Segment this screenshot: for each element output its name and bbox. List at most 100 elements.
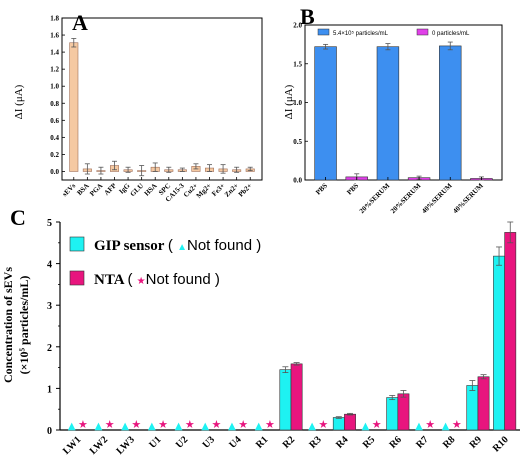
panel-c-y-axis-label-line2: (×10⁵ particles/mL)	[17, 276, 31, 375]
panel-b-x-tick-label: PBS	[345, 182, 360, 197]
panel-c-not-found-triangle: ▲	[121, 421, 129, 432]
panel-b-bar	[439, 45, 462, 181]
panel-c-bar	[290, 363, 303, 431]
panel-c-not-found-triangle: ▲	[362, 421, 370, 432]
panel-a-x-tick-label: Pb2+	[237, 182, 254, 199]
panel-c-x-tick-label: R3	[307, 434, 323, 450]
panel-b-x-tick-label: 40%SERUM	[451, 181, 485, 215]
panel-c-not-found-triangle: ▲	[442, 421, 450, 432]
panel-c-not-found-triangle: ▲	[255, 421, 263, 432]
panel-c-not-found-star: ★	[318, 418, 328, 431]
panel-b-letter: B	[300, 4, 315, 29]
panel-b-legend-swatch	[317, 28, 330, 36]
panel-a-y-tick-label: 0.0	[50, 168, 59, 176]
panel-c-legend-entry-gip: GIP sensor ( ▲Not found )	[94, 237, 261, 254]
panel-a-x-tick-label: PGA	[88, 182, 104, 198]
panel-c-x-tick-label: R1	[254, 434, 270, 450]
panel-c-bar	[386, 397, 399, 431]
panel-c-not-found-triangle: ▲	[68, 421, 76, 432]
panel-c-not-found-star: ★	[212, 418, 222, 431]
panel-c-y-tick-label: 0	[47, 426, 52, 437]
panel-a-frame	[61, 17, 263, 181]
panel-a-bar	[69, 42, 79, 172]
panel-a-y-tick-label: 1.6	[50, 32, 59, 40]
panel-c-y-tick-label: 2	[47, 343, 52, 354]
panel-c-letter: C	[10, 205, 26, 230]
panel-b-y-tick-label: 0.0	[293, 177, 302, 185]
panel-c-not-found-star: ★	[185, 418, 195, 431]
panel-a-x-tick-label: AFP	[103, 181, 119, 197]
panel-a-y-axis-label: ΔI (μA)	[13, 84, 25, 119]
panel-c-not-found-triangle: ▲	[201, 421, 209, 432]
panel-c-y-tick-label: 4	[47, 260, 52, 271]
panel-b-legend-label: 5.4×10⁵ particles/mL	[333, 30, 389, 37]
panel-c-not-found-star: ★	[452, 418, 462, 431]
panel-c-y-tick-label: 3	[47, 301, 52, 312]
panel-b-legend-swatch	[416, 28, 429, 36]
panel-c-bar	[397, 393, 410, 431]
panel-c-bar	[332, 417, 345, 431]
panel-b-y-tick-label: 1.5	[293, 60, 302, 68]
panel-c-not-found-star: ★	[425, 418, 435, 431]
panel-b-y-axis-label: ΔI (μA)	[283, 84, 295, 119]
panel-c-bar	[493, 255, 505, 431]
panel-c-legend-entry-nta: NTA ( ★Not found )	[94, 271, 220, 288]
panel-b-x-tick-label: 20%SERUM	[389, 181, 423, 215]
panel-c-x-tick-label: R8	[441, 434, 457, 450]
panel-c-x-tick-label: R6	[388, 434, 404, 450]
panel-c-chart: C Concentration of sEVs (×10⁵ particles/…	[1, 205, 520, 457]
panel-a-letter: A	[72, 10, 88, 35]
panel-c-not-found-star: ★	[158, 418, 168, 431]
panel-c-bar	[279, 369, 292, 431]
panel-c-x-tick-label: R4	[334, 434, 350, 450]
panel-c-bar	[504, 232, 517, 431]
panel-c-not-found-star: ★	[265, 418, 275, 431]
panel-c-bar	[344, 413, 356, 431]
panel-c-legend-swatch-nta	[69, 270, 85, 286]
panel-c-not-found-triangle: ▲	[95, 421, 103, 432]
panel-c-not-found-star: ★	[131, 418, 141, 431]
panel-c-x-tick-label: R5	[361, 434, 377, 450]
panel-a-y-tick-label: 1.0	[50, 83, 59, 91]
panel-b-legend-label: 0 particles/mL	[432, 31, 470, 37]
panel-a-y-tick-label: 1.4	[50, 49, 59, 57]
panel-c-x-tick-label: U4	[227, 434, 243, 450]
panel-a-x-tick-label: sEVs	[61, 182, 78, 199]
panel-c-x-tick-label: R10	[491, 434, 511, 454]
panel-b-x-tick-label: 40%SERUM	[420, 181, 454, 215]
panel-c-not-found-triangle: ▲	[148, 421, 156, 432]
panel-c-not-found-star: ★	[105, 418, 115, 431]
panel-b-bar	[314, 46, 337, 181]
panel-b-x-tick-label: 20%SERUM	[358, 181, 392, 215]
panel-c-not-found-triangle: ▲	[175, 421, 183, 432]
panel-a-y-tick-label: 1.2	[50, 66, 59, 74]
panel-c-x-tick-label: U2	[174, 434, 190, 450]
panel-c-not-found-triangle: ▲	[228, 421, 236, 432]
panel-b-x-tick-label: PBS	[314, 182, 329, 197]
panel-c-not-found-star: ★	[238, 418, 248, 431]
panel-a-x-tick-label: BSA	[75, 182, 90, 197]
panel-c-bar	[466, 385, 479, 431]
panel-c-x-tick-label: R7	[414, 434, 430, 450]
panel-a-x-tick-label: HSA	[143, 182, 159, 198]
panel-a-y-tick-label: 0.8	[50, 100, 59, 108]
panel-c-x-tick-label: LW1	[61, 434, 83, 456]
panel-a-x-tick-label: Zn2+	[223, 182, 240, 199]
panel-b-bar	[376, 46, 400, 181]
panel-c-not-found-triangle: ▲	[415, 421, 423, 432]
panel-c-y-tick-label: 1	[47, 384, 52, 395]
panel-c-x-tick-label: U3	[201, 434, 217, 450]
panel-a-y-tick-label: 0.4	[50, 134, 59, 142]
panel-c-x-tick-label: LW3	[114, 434, 136, 456]
panel-c-not-found-triangle: ▲	[308, 421, 316, 432]
panel-a-y-tick-label: 0.2	[50, 151, 59, 159]
panel-a-y-tick-label: 1.8	[50, 15, 59, 23]
panel-a-chart: A ΔI (μA) 0.0 0.2 0.4 0.6 0.8 1.0 1.2 1.4 1.6 1.8…	[13, 10, 263, 204]
panel-b-y-tick-label: 2.0	[293, 22, 302, 30]
panel-c-x-tick-label: U1	[147, 434, 163, 450]
panel-a-y-tick-label: 0.6	[50, 117, 59, 125]
panel-a-x-tick-label: GLU	[129, 182, 145, 198]
panel-c-not-found-star: ★	[78, 418, 88, 431]
